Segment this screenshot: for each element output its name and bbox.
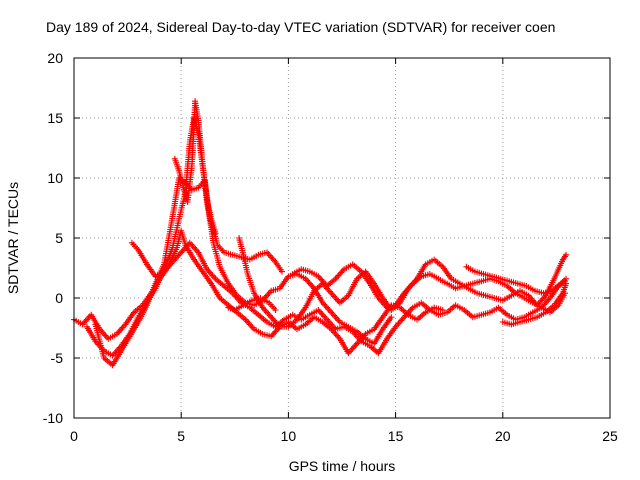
series-7: [463, 263, 570, 297]
data-point: [212, 230, 219, 237]
series-6: [289, 261, 568, 316]
x-tick-label: 10: [281, 428, 297, 444]
y-tick-label: -5: [51, 350, 64, 366]
series-10: [225, 295, 279, 313]
series-3: [92, 175, 395, 369]
series-5: [236, 235, 570, 330]
y-tick-label: 0: [55, 290, 63, 306]
series-8: [499, 280, 570, 328]
y-tick-label: 15: [47, 110, 63, 126]
x-tick-label: 5: [177, 428, 185, 444]
grid-lines: [74, 58, 610, 418]
data-point: [563, 280, 570, 287]
series-9: [171, 98, 219, 237]
axis-ticks: 0 5 10 15 20 25 -10 -5 0 5 10 15 20: [43, 50, 618, 444]
x-tick-label: 15: [388, 428, 404, 444]
data-point: [563, 251, 570, 258]
chart-title: Day 189 of 2024, Sidereal Day-to-day VTE…: [46, 19, 555, 35]
series-line: [94, 176, 392, 367]
y-axis-label: SDTVAR / TECUs: [5, 182, 21, 294]
data-point: [272, 307, 279, 313]
y-tick-label: 5: [55, 230, 63, 246]
x-tick-label: 25: [602, 428, 618, 444]
data-series: [71, 98, 570, 369]
y-tick-label: 20: [47, 50, 63, 66]
x-tick-label: 20: [495, 428, 511, 444]
x-tick-label: 0: [70, 428, 78, 444]
y-tick-label: 10: [47, 170, 63, 186]
data-point: [388, 314, 395, 321]
y-tick-label: -10: [43, 410, 63, 426]
series-4: [128, 239, 568, 357]
data-point: [278, 268, 285, 275]
x-axis-label: GPS time / hours: [289, 458, 396, 474]
